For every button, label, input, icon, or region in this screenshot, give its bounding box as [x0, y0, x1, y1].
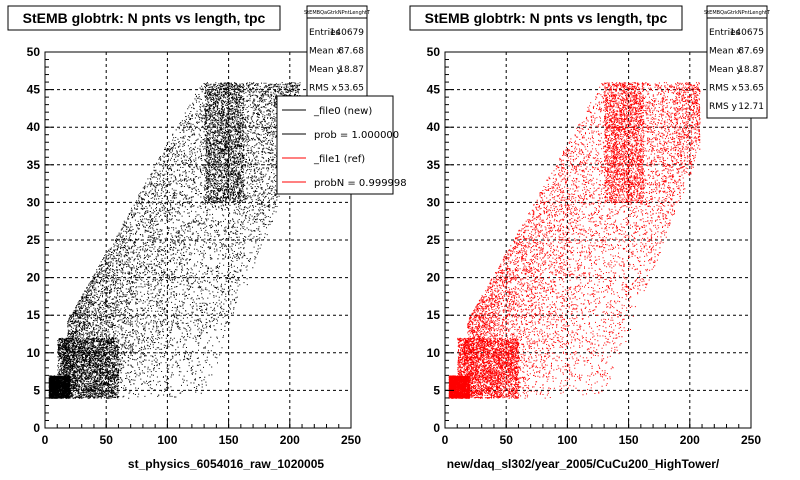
right-axis-ticks: [444, 51, 752, 429]
right-title-box: [409, 5, 683, 31]
left-title-box: [7, 5, 281, 31]
y-tick-label: 0: [33, 421, 40, 435]
x-tick-label: 200: [280, 433, 300, 447]
y-tick-label: 25: [427, 233, 441, 247]
y-tick-label: 40: [27, 120, 41, 134]
y-tick-label: 15: [27, 308, 41, 322]
x-tick-label: 0: [42, 433, 49, 447]
left-chart-title: StEMB globtrk: N pnts vs length, tpc: [23, 10, 266, 26]
right-histogram-panel: 0 50 100 150 200 250 0 5 10 15 20 25 30 35 40 45 50 StEM…: [409, 5, 771, 471]
left-axis-ticks: [44, 51, 352, 429]
y-tick-label: 20: [27, 271, 41, 285]
x-tick-label: 250: [741, 433, 761, 447]
stats-value: 140679: [330, 28, 365, 38]
stats-label: Mean y: [709, 65, 742, 75]
left-x-axis-label: st_physics_6054016_raw_1020005: [128, 457, 324, 471]
x-tick-label: 250: [341, 433, 361, 447]
left-histogram-panel: 0 50 100 150 200 250 0 5 10 15 20 25 30 35 40 45 50 StEM…: [7, 5, 407, 471]
stats-label: Mean x: [709, 47, 742, 57]
y-tick-label: 50: [27, 45, 41, 59]
left-legend: _file0 (new) prob = 1.000000 _file1 (ref) p…: [276, 95, 407, 195]
x-tick-label: 150: [619, 433, 639, 447]
stats-value: 87.69: [738, 47, 764, 57]
right-stats-name: StEMBQaGtrkNPntLenghtT: [704, 10, 771, 16]
stats-label: Mean y: [309, 65, 342, 75]
x-tick-label: 150: [219, 433, 239, 447]
stats-label: Entries: [309, 28, 341, 38]
right-scatter-points: [448, 82, 701, 399]
y-tick-label: 30: [427, 195, 441, 209]
legend-label: prob = 1.000000: [314, 130, 399, 141]
stats-value: 53.65: [338, 84, 364, 94]
x-tick-label: 100: [557, 433, 577, 447]
left-scatter-points: [48, 82, 301, 399]
x-tick-label: 50: [500, 433, 514, 447]
x-tick-label: 0: [442, 433, 449, 447]
y-tick-label: 25: [27, 233, 41, 247]
left-stats-name: StEMBQaGtrkNPntLenghtT: [304, 10, 371, 16]
scatter-point-cloud: [448, 82, 701, 399]
stats-label: RMS x: [709, 84, 738, 94]
x-tick-label: 200: [680, 433, 700, 447]
y-tick-label: 30: [27, 195, 41, 209]
right-x-axis-label: new/daq_sl302/year_2005/CuCu200_HighTowe…: [447, 457, 720, 471]
right-tick-labels: 0 50 100 150 200 250 0 5 10 15 20 25 30 35 40 45 50: [427, 45, 762, 447]
left-legend-rows: _file0 (new) prob = 1.000000 _file1 (ref) p…: [282, 106, 407, 189]
y-tick-label: 40: [427, 120, 441, 134]
stats-label: Mean x: [309, 47, 342, 57]
left-tick-labels: 0 50 100 150 200 250 0 5 10 15 20 25 30 35 40 45 50: [27, 45, 362, 447]
y-tick-label: 5: [433, 383, 440, 397]
stats-label: RMS y: [709, 102, 738, 112]
stats-value: 140675: [730, 28, 764, 38]
stats-value: 18.87: [738, 65, 764, 75]
right-chart-title: StEMB globtrk: N pnts vs length, tpc: [425, 10, 668, 26]
y-tick-label: 35: [427, 158, 441, 172]
stats-label: Entries: [709, 28, 741, 38]
stats-value: 53.65: [738, 84, 764, 94]
y-tick-label: 0: [433, 421, 440, 435]
scatter-point-cloud: [48, 82, 301, 399]
y-tick-label: 45: [427, 83, 441, 97]
x-tick-label: 100: [157, 433, 177, 447]
legend-label: probN = 0.999998: [314, 178, 407, 189]
y-tick-label: 10: [427, 346, 441, 360]
stats-value: 87.68: [338, 47, 364, 57]
x-tick-label: 50: [100, 433, 114, 447]
y-tick-label: 45: [27, 83, 41, 97]
legend-label: _file0 (new): [313, 106, 372, 117]
y-tick-label: 50: [427, 45, 441, 59]
legend-label: _file1 (ref): [313, 154, 365, 165]
stats-label: RMS x: [309, 84, 338, 94]
stats-value: 18.87: [338, 65, 364, 75]
y-tick-label: 10: [27, 346, 41, 360]
y-tick-label: 15: [427, 308, 441, 322]
y-tick-label: 5: [33, 383, 40, 397]
y-tick-label: 20: [427, 271, 441, 285]
y-tick-label: 35: [27, 158, 41, 172]
stats-value: 12.71: [738, 102, 764, 112]
